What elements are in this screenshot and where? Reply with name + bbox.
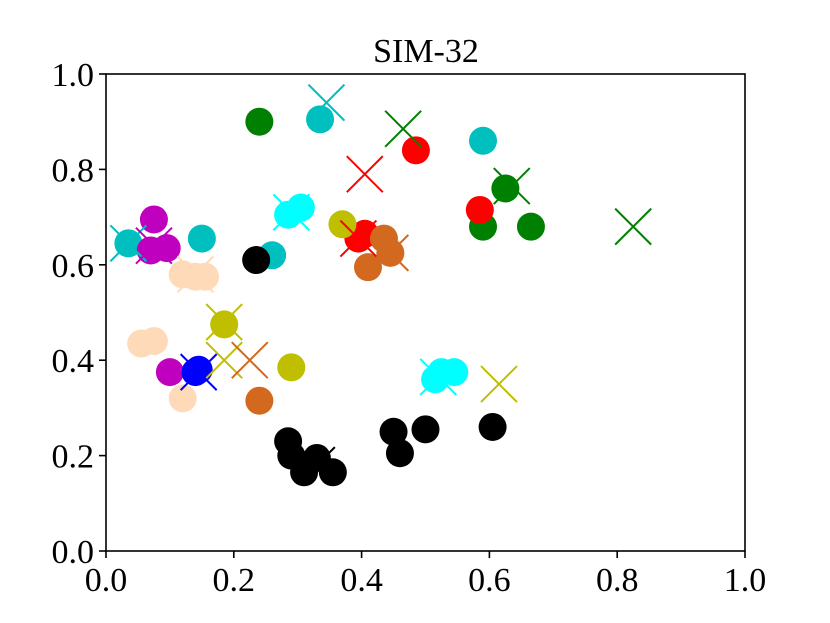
y-tick-label: 0.0	[52, 534, 95, 571]
cross-marker	[614, 207, 652, 246]
scatter-point	[191, 262, 220, 291]
scatter-point	[379, 417, 408, 446]
x-tick-label: 0.6	[468, 562, 511, 599]
scatter-point	[516, 212, 545, 241]
scatter-point	[245, 386, 274, 415]
scatter-point	[401, 136, 430, 165]
cross-marker	[272, 193, 311, 232]
scatter-point	[328, 210, 357, 239]
x-tick-label: 0.4	[340, 562, 383, 599]
cross-marker	[179, 353, 218, 391]
cross-marker	[298, 446, 336, 484]
centroid-marker	[205, 341, 243, 379]
cross-marker	[384, 110, 422, 148]
scatter-point	[306, 105, 335, 134]
scatter-point	[210, 310, 239, 339]
scatter-point	[411, 415, 440, 444]
y-tick-label: 1.0	[52, 57, 95, 94]
centroid-marker	[231, 341, 269, 379]
cross-marker	[419, 358, 457, 396]
cross-marker	[480, 365, 518, 403]
y-tick-label: 0.6	[52, 248, 95, 285]
scatter-point	[440, 358, 469, 387]
scatter-point	[353, 253, 382, 282]
scatter-point	[139, 205, 168, 234]
cross-marker	[205, 303, 243, 341]
axes-frame	[105, 73, 746, 552]
scatter-point	[155, 358, 184, 387]
cross-marker	[493, 167, 531, 205]
scatter-point	[469, 126, 498, 155]
x-tick-label: 1.0	[724, 562, 767, 599]
scatter-point	[318, 458, 347, 487]
scatter-point	[277, 353, 306, 382]
cross-marker	[339, 219, 378, 258]
scatter-point	[139, 327, 168, 356]
x-tick-label: 0.2	[213, 562, 256, 599]
scatter-point	[478, 412, 507, 441]
centroid-marker	[346, 155, 384, 193]
cross-marker	[371, 234, 410, 272]
scatter-point	[385, 439, 414, 468]
cross-marker	[135, 227, 173, 265]
x-tick-label: 0.8	[596, 562, 639, 599]
scatter-point	[242, 246, 271, 275]
scatter-point	[168, 384, 197, 413]
chart-title: SIM-32	[373, 33, 479, 70]
plot-area	[109, 83, 652, 487]
scatter-point	[187, 224, 216, 253]
scatter-point	[245, 107, 274, 136]
y-tick-label: 0.8	[52, 152, 95, 189]
cross-marker	[307, 83, 346, 122]
axes: 0.0 0.2 0.4 0.6 0.8 1.0 0.0 0.2 0.4 0.6 0.8 1.0	[52, 57, 767, 599]
scatter-point	[465, 195, 494, 224]
y-tick-label: 0.4	[52, 343, 95, 380]
scatter-point	[184, 355, 213, 384]
scatter-point	[491, 174, 520, 203]
y-tick-label: 0.2	[52, 439, 95, 476]
cross-marker	[176, 255, 215, 294]
x-tick-label: 0.0	[85, 562, 128, 599]
